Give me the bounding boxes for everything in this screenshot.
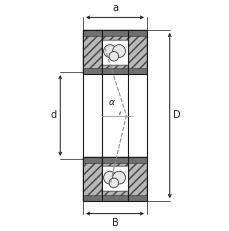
Bar [83, 30, 102, 74]
Bar [83, 157, 146, 163]
Bar [83, 30, 146, 74]
Bar [102, 30, 127, 74]
Bar [83, 68, 146, 74]
Bar [102, 65, 127, 74]
Bar [83, 30, 146, 36]
Bar [102, 191, 127, 201]
Circle shape [103, 171, 116, 184]
Text: D: D [172, 110, 180, 121]
Bar [83, 195, 146, 201]
Text: a: a [112, 3, 117, 13]
Circle shape [109, 52, 118, 61]
Bar [102, 157, 127, 201]
Circle shape [112, 171, 125, 184]
Bar [102, 30, 127, 40]
Text: r: r [84, 32, 87, 41]
Circle shape [109, 178, 118, 188]
Bar [127, 30, 146, 74]
Text: α: α [108, 98, 114, 107]
Bar [83, 157, 102, 201]
Bar [83, 157, 146, 201]
Circle shape [103, 45, 116, 58]
Bar [102, 157, 127, 166]
Circle shape [112, 45, 125, 58]
Text: B: B [111, 218, 118, 228]
Bar [127, 157, 146, 201]
Text: d: d [50, 110, 57, 121]
